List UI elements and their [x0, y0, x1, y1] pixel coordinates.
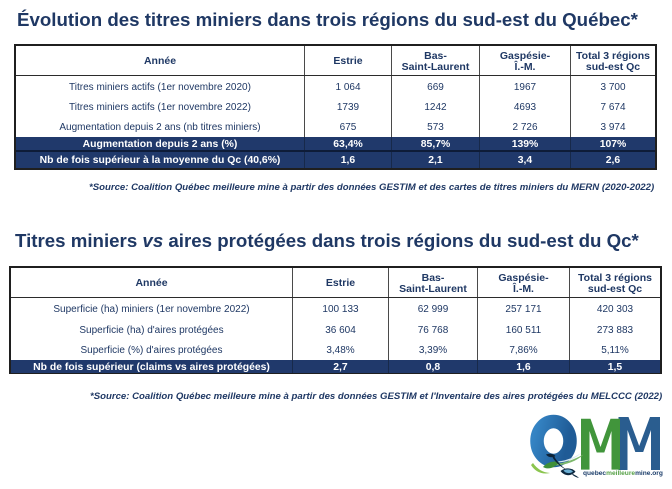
- svg-text:quebecmeilleuremine.org: quebecmeilleuremine.org: [583, 470, 663, 477]
